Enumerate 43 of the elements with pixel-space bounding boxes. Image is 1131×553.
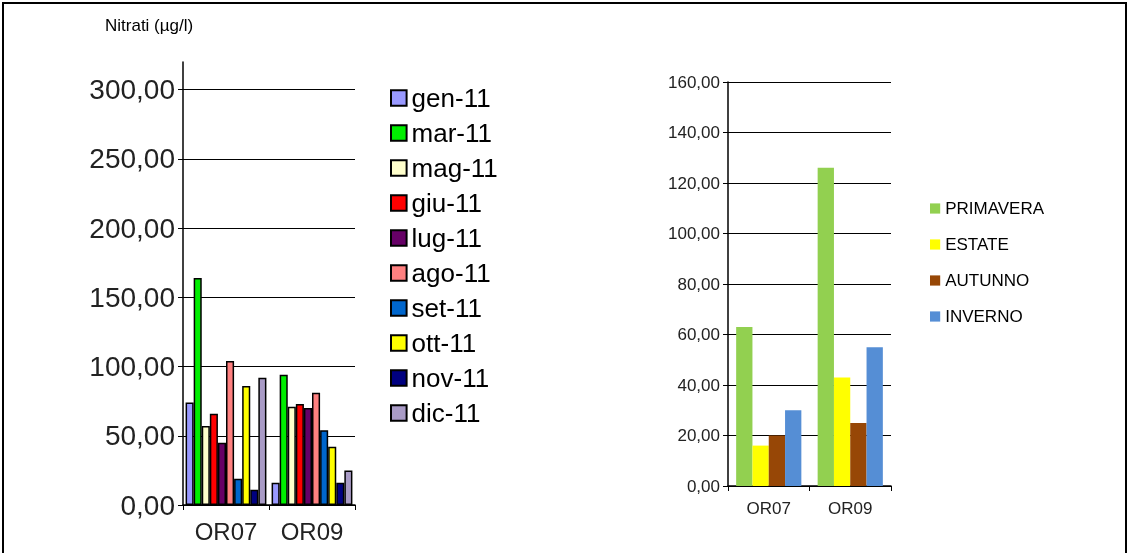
bar: [785, 410, 802, 486]
y-tick-label: 300,00: [89, 74, 175, 106]
bar: [752, 445, 769, 486]
y-tick-label: 160,00: [668, 72, 720, 92]
legend-label: giu-11: [411, 188, 482, 218]
y-tick-label: 100,00: [89, 351, 175, 383]
y-tick-label: 100,00: [668, 224, 720, 243]
legend-label: ott-11: [411, 328, 477, 358]
x-tick-label: OR07: [194, 517, 258, 545]
legend-label: mag-11: [411, 153, 498, 183]
legend-label: ESTATE: [945, 235, 1009, 254]
y-tick-label: 120,00: [668, 173, 720, 193]
y-tick-label: 50,00: [104, 420, 175, 452]
legend-label: INVERNO: [945, 307, 1023, 326]
x-tick-label: OR07: [746, 499, 791, 518]
legend-label: ago-11: [411, 258, 491, 288]
bar: [833, 377, 851, 486]
y-tick-label: 0,00: [686, 476, 720, 496]
y-tick-label: 200,00: [89, 212, 175, 244]
legend-label: gen-11: [411, 83, 491, 113]
bar: [736, 326, 753, 486]
bar: [768, 435, 786, 486]
bar: [817, 167, 834, 486]
y-tick-label: 0,00: [120, 489, 175, 521]
y-tick-label: 140,00: [668, 123, 720, 142]
legend-label: PRIMAVERA: [945, 199, 1045, 218]
x-tick-label: OR09: [280, 517, 344, 545]
bar: [866, 347, 883, 486]
y-tick-label: 20,00: [677, 426, 720, 445]
legend-label: nov-11: [411, 363, 490, 393]
bar: [850, 422, 867, 486]
y-tick-label: 150,00: [89, 281, 175, 313]
legend-label: mar-11: [411, 118, 493, 148]
x-tick-label: OR09: [828, 499, 873, 518]
legend-label: AUTUNNO: [945, 271, 1030, 290]
y-tick-label: 60,00: [677, 325, 720, 344]
y-tick-label: 250,00: [89, 143, 175, 175]
y-axis-title: Nitrati (µg/l): [105, 16, 194, 35]
legend-label: lug-11: [411, 223, 482, 253]
legend-label: set-11: [411, 293, 482, 323]
legend-label: dic-11: [411, 398, 481, 428]
y-tick-label: 40,00: [677, 375, 720, 395]
y-tick-label: 80,00: [677, 274, 720, 294]
